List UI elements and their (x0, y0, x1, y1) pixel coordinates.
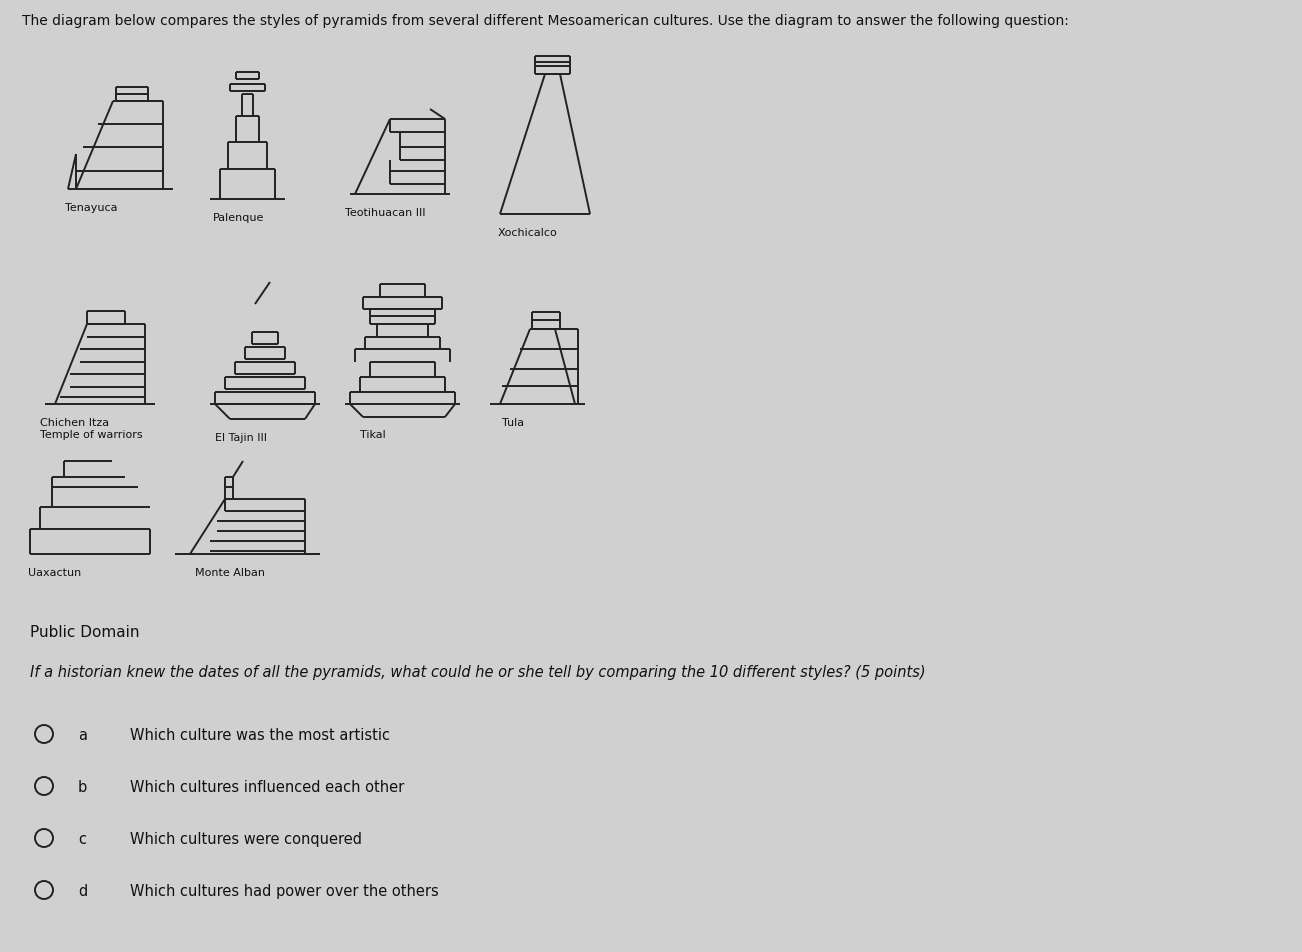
Text: Tula: Tula (503, 418, 525, 427)
Text: Which culture was the most artistic: Which culture was the most artistic (130, 727, 391, 743)
Text: Palenque: Palenque (214, 213, 264, 223)
Text: Chichen Itza
Temple of warriors: Chichen Itza Temple of warriors (40, 418, 143, 439)
Text: c: c (78, 831, 86, 846)
Text: d: d (78, 883, 87, 898)
Text: El Tajin III: El Tajin III (215, 432, 267, 443)
Text: Which cultures were conquered: Which cultures were conquered (130, 831, 362, 846)
Text: Which cultures had power over the others: Which cultures had power over the others (130, 883, 439, 898)
Text: Public Domain: Public Domain (30, 625, 139, 640)
Text: Monte Alban: Monte Alban (195, 567, 266, 578)
Text: Teotihuacan III: Teotihuacan III (345, 208, 426, 218)
Text: Uaxactun: Uaxactun (29, 567, 81, 578)
Text: Tenayuca: Tenayuca (65, 203, 117, 213)
Text: If a historian knew the dates of all the pyramids, what could he or she tell by : If a historian knew the dates of all the… (30, 664, 926, 680)
Text: The diagram below compares the styles of pyramids from several different Mesoame: The diagram below compares the styles of… (22, 14, 1069, 28)
Text: Which cultures influenced each other: Which cultures influenced each other (130, 779, 404, 794)
Text: a: a (78, 727, 87, 743)
Text: Tikal: Tikal (359, 429, 385, 440)
Text: b: b (78, 779, 87, 794)
Text: Xochicalco: Xochicalco (497, 228, 557, 238)
